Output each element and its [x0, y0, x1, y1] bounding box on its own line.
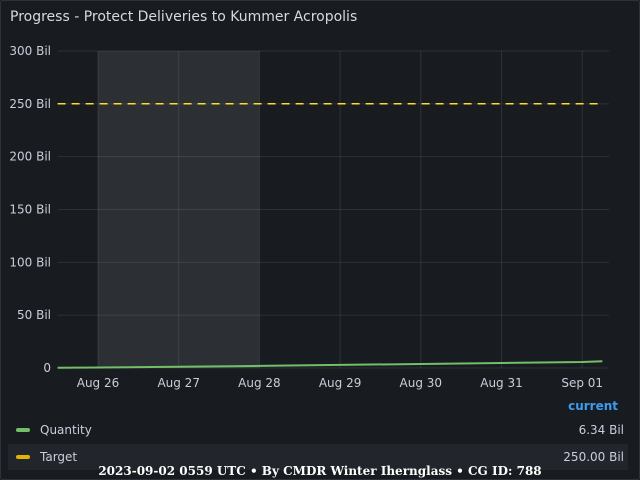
x-tick-label: Sep 01	[561, 376, 603, 390]
x-tick-label: Aug 31	[480, 376, 523, 390]
legend-label: Target	[40, 450, 78, 464]
y-tick-label: 0	[43, 361, 51, 375]
legend-swatch-target	[16, 455, 30, 459]
y-tick-label: 300 Bil	[9, 44, 51, 58]
y-tick-label: 150 Bil	[9, 203, 51, 217]
footer-credit: 2023-09-02 0559 UTC • By CMDR Winter Ihe…	[98, 464, 542, 478]
y-tick-label: 50 Bil	[17, 308, 51, 322]
line-chart: 0 50 Bil 100 Bil 150 Bil 200 Bil 250 Bil 300 B…	[9, 44, 609, 390]
x-tick-label: Aug 26	[77, 376, 120, 390]
x-tick-label: Aug 30	[400, 376, 443, 390]
x-tick-label: Aug 28	[238, 376, 281, 390]
panel-title: Progress - Protect Deliveries to Kummer …	[10, 9, 358, 25]
x-tick-label: Aug 27	[157, 376, 200, 390]
legend-swatch-quantity	[16, 428, 30, 432]
y-tick-label: 200 Bil	[9, 150, 51, 164]
series-line-quantity	[57, 360, 603, 369]
legend-item-quantity[interactable]: Quantity 6.34 Bil	[8, 417, 628, 443]
x-tick-label: Aug 29	[319, 376, 362, 390]
legend-current-header[interactable]: current	[568, 399, 618, 413]
y-tick-label: 100 Bil	[9, 255, 51, 269]
legend-item-target[interactable]: Target 250.00 Bil	[8, 444, 628, 470]
legend-label: Quantity	[40, 423, 92, 437]
legend-value: 250.00 Bil	[563, 450, 624, 464]
y-tick-label: 250 Bil	[9, 97, 51, 111]
legend-value: 6.34 Bil	[578, 423, 624, 437]
